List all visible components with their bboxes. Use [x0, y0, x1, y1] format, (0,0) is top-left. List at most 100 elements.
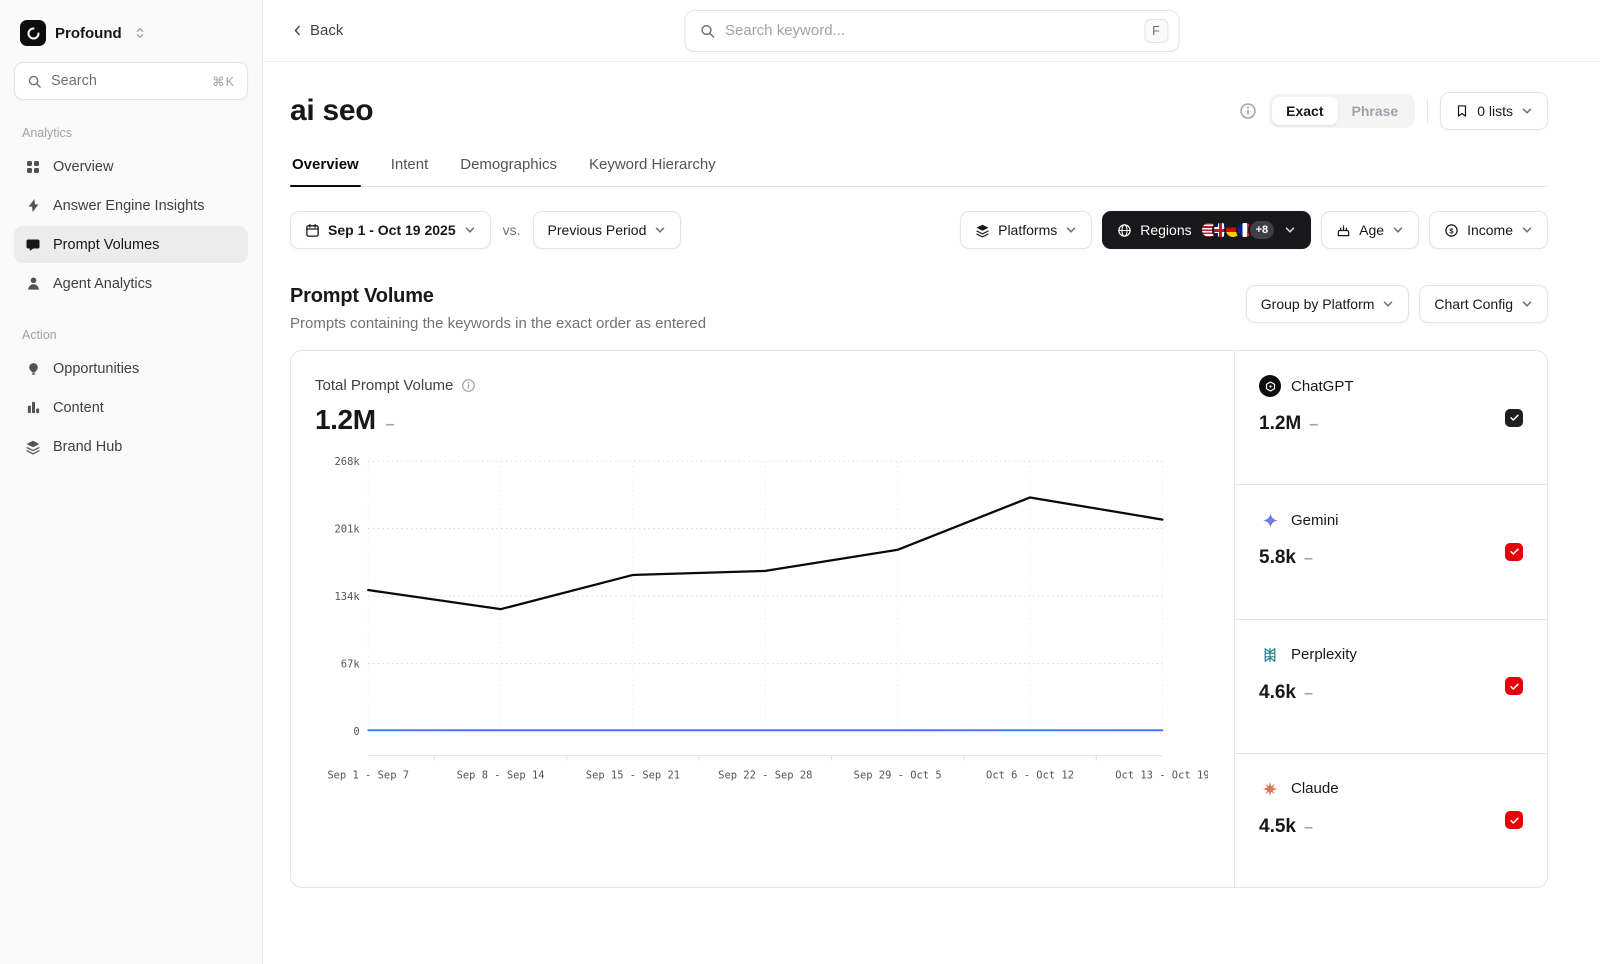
filter-group-right: Platforms Regions	[960, 211, 1548, 249]
keyboard-shortcut-badge: F	[1144, 18, 1168, 43]
sidebar: Profound Search ⌘K Analytics Overview	[0, 0, 263, 964]
section-title: Prompt Volume	[290, 285, 434, 307]
chevron-down-icon	[654, 224, 666, 236]
workspace-switcher[interactable]: Profound	[14, 16, 248, 62]
keyword-search-input[interactable]	[725, 22, 1134, 39]
trend-indicator: –	[1303, 684, 1313, 702]
tab-demographics[interactable]: Demographics	[460, 156, 557, 173]
header-row: ai seo Exact Phrase 0 lists	[290, 92, 1548, 130]
chevron-down-icon	[464, 224, 476, 236]
platform-name: Gemini	[1291, 511, 1339, 529]
platform-value: 1.2M	[1259, 413, 1302, 434]
platform-name: Perplexity	[1291, 646, 1357, 663]
legend-platform: Claude	[1259, 778, 1523, 800]
sidebar-item-label: Content	[53, 399, 104, 416]
cake-icon	[1336, 223, 1351, 238]
compare-period-dropdown[interactable]: Previous Period	[532, 211, 682, 249]
age-filter-dropdown[interactable]: Age	[1321, 211, 1420, 249]
dollar-circle-icon: $	[1444, 223, 1459, 238]
chevron-down-icon	[1392, 224, 1404, 236]
gemini-icon	[1259, 509, 1281, 531]
platform-legend: ChatGPT 1.2M –	[1234, 351, 1547, 887]
group-by-dropdown[interactable]: Group by Platform	[1245, 285, 1410, 323]
svg-text:67k: 67k	[341, 658, 361, 670]
chevron-left-icon	[291, 24, 304, 37]
stack-icon	[975, 223, 990, 238]
income-filter-dropdown[interactable]: $ Income	[1429, 211, 1548, 249]
lists-label: 0 lists	[1477, 103, 1513, 119]
sidebar-item-opportunities[interactable]: Opportunities	[14, 350, 248, 387]
grid-icon	[24, 159, 42, 175]
main-area: Back F ai seo Exact	[263, 0, 1600, 964]
svg-text:201k: 201k	[335, 523, 361, 535]
sidebar-item-label: Overview	[53, 158, 114, 175]
header-controls: Exact Phrase 0 lists	[1239, 92, 1548, 130]
tab-keyword-hierarchy[interactable]: Keyword Hierarchy	[588, 156, 716, 173]
svg-text:Sep 29 - Oct 5: Sep 29 - Oct 5	[854, 769, 942, 781]
sidebar-item-brand-hub[interactable]: Brand Hub	[14, 428, 248, 465]
sidebar-item-content[interactable]: Content	[14, 389, 248, 426]
sidebar-section-action: Action	[22, 328, 57, 342]
legend-row-gemini: Gemini 5.8k –	[1235, 484, 1547, 618]
regions-filter-dropdown[interactable]: Regions +8	[1102, 211, 1312, 249]
gemini-visibility-checkbox[interactable]	[1505, 542, 1523, 561]
sidebar-item-overview[interactable]: Overview	[14, 148, 248, 185]
columns-icon	[24, 400, 42, 415]
info-icon[interactable]	[1239, 102, 1257, 120]
legend-row-claude: Claude 4.5k –	[1235, 752, 1547, 887]
platform-value-row: 4.6k –	[1259, 682, 1523, 704]
group-by-label: Group by Platform	[1260, 296, 1375, 312]
sidebar-item-label: Answer Engine Insights	[53, 197, 205, 214]
svg-text:Oct 6 - Oct 12: Oct 6 - Oct 12	[986, 769, 1074, 781]
tab-overview[interactable]: Overview	[290, 156, 361, 187]
vs-label: vs.	[502, 222, 521, 238]
trend-indicator: –	[1303, 818, 1313, 836]
platform-value-row: 4.5k –	[1259, 816, 1523, 838]
sidebar-item-answer-engine-insights[interactable]: Answer Engine Insights	[14, 187, 248, 224]
age-label: Age	[1359, 222, 1385, 238]
lists-dropdown-button[interactable]: 0 lists	[1440, 92, 1548, 130]
layers-icon	[24, 439, 42, 455]
tab-intent[interactable]: Intent	[390, 156, 429, 173]
match-type-toggle: Exact Phrase	[1269, 94, 1416, 128]
sidebar-item-agent-analytics[interactable]: Agent Analytics	[14, 265, 248, 302]
sidebar-item-prompt-volumes[interactable]: Prompt Volumes	[14, 226, 248, 263]
info-icon[interactable]	[461, 378, 476, 393]
calendar-icon	[305, 223, 320, 238]
section-actions: Group by Platform Chart Config	[1245, 285, 1548, 323]
match-phrase-option[interactable]: Phrase	[1351, 103, 1399, 119]
workspace-selector-icon	[133, 26, 147, 40]
chart-plot: 268k 201k 134k 67k 0 Sep 1 - Sep 7 Sep 8 - Sep…	[315, 446, 1208, 881]
chevron-down-icon	[1284, 224, 1296, 236]
chart-config-dropdown[interactable]: Chart Config	[1419, 285, 1548, 323]
svg-text:Sep 22 - Sep 28: Sep 22 - Sep 28	[718, 769, 812, 781]
match-exact-option[interactable]: Exact	[1272, 97, 1338, 125]
region-flags: +8	[1199, 219, 1277, 241]
chatgpt-icon	[1259, 375, 1281, 397]
chatgpt-visibility-checkbox[interactable]	[1505, 408, 1523, 427]
profound-logo-icon	[20, 20, 46, 46]
globe-icon	[1117, 223, 1132, 238]
chart-title: Total Prompt Volume	[315, 377, 454, 394]
sidebar-nav-action: Opportunities Content Brand Hub	[14, 350, 248, 465]
svg-text:Sep 15 - Sep 21: Sep 15 - Sep 21	[586, 769, 680, 781]
svg-text:$: $	[1449, 226, 1454, 235]
topbar: Back F	[263, 0, 1600, 62]
bookmark-icon	[1455, 104, 1469, 118]
sidebar-search[interactable]: Search ⌘K	[14, 62, 248, 100]
divider	[1427, 99, 1429, 123]
perplexity-visibility-checkbox[interactable]	[1505, 677, 1523, 696]
platforms-filter-dropdown[interactable]: Platforms	[960, 211, 1093, 249]
platform-value-row: 5.8k –	[1259, 547, 1523, 569]
back-label: Back	[310, 22, 344, 39]
date-range-picker[interactable]: Sep 1 - Oct 19 2025	[290, 211, 491, 249]
sidebar-item-label: Brand Hub	[53, 438, 123, 455]
keyword-search-box[interactable]: F	[684, 9, 1179, 52]
back-button[interactable]: Back	[291, 22, 343, 39]
trend-indicator: –	[1303, 550, 1313, 568]
chevron-down-icon	[1521, 298, 1533, 310]
legend-platform: Perplexity	[1259, 644, 1523, 666]
platform-value: 4.6k	[1259, 681, 1296, 703]
claude-visibility-checkbox[interactable]	[1505, 811, 1523, 830]
chevron-down-icon	[1065, 224, 1077, 236]
